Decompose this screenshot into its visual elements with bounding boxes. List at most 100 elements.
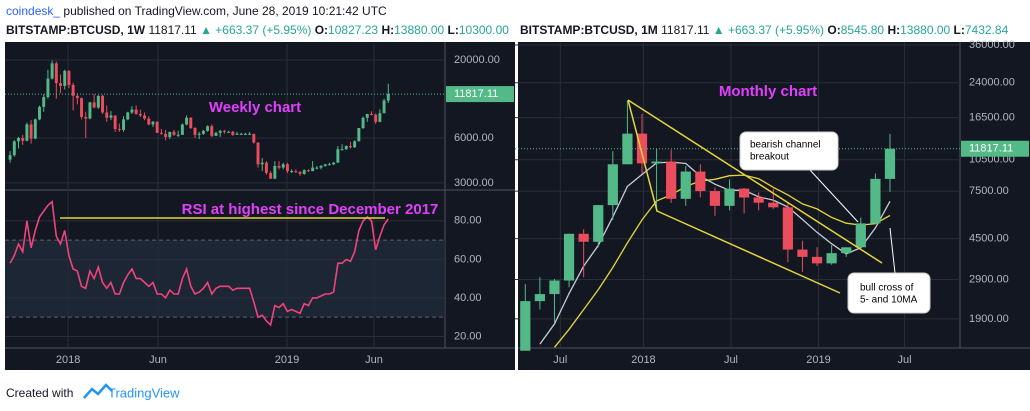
header: coindesk_ published on TradingView.com, … — [6, 4, 387, 18]
candle-body — [277, 165, 281, 168]
candle-body — [134, 109, 138, 114]
candle-body — [109, 115, 113, 118]
candle-body — [281, 164, 285, 168]
candle-body — [21, 138, 25, 141]
annotation: Monthly chart — [719, 83, 817, 100]
logo — [83, 383, 113, 399]
x-tick-label: 2019 — [275, 354, 299, 366]
y-tick-label: 24000.00 — [969, 77, 1015, 89]
symbol: BITSTAMP:BTCUSD, 1W — [6, 23, 146, 37]
candle-body — [365, 113, 369, 118]
candle-body — [578, 233, 589, 242]
change: ▲ +663.37 (+5.95%) — [200, 23, 311, 37]
callout-text: breakout — [750, 152, 789, 163]
x-tick-label: 2018 — [56, 354, 80, 366]
rsi-band — [5, 240, 445, 318]
footer-brand: TradingView — [108, 385, 180, 400]
candle-body — [126, 112, 130, 120]
author: coindesk_ — [6, 4, 60, 18]
high-label: H: — [887, 23, 900, 37]
candle-body — [353, 141, 357, 148]
candle-body — [172, 131, 176, 135]
candle-body — [382, 100, 386, 114]
line — [9, 199, 389, 327]
price: 11817.11 — [661, 23, 710, 37]
candle-body — [797, 249, 808, 257]
candle-body — [243, 133, 247, 135]
low-label: L: — [448, 23, 459, 37]
candle-body — [71, 84, 75, 96]
last-price-label: 11817.11 — [454, 88, 498, 100]
candle-body — [782, 207, 793, 250]
y-tick-label: 80.00 — [454, 215, 482, 227]
candle-body — [294, 171, 298, 173]
candle-body — [231, 131, 235, 135]
y-tick-label: 7500.00 — [969, 185, 1009, 197]
price: 11817.11 — [148, 23, 197, 37]
candle-body — [63, 70, 67, 86]
candle-body — [386, 94, 390, 101]
y-tick-label: 6000.00 — [454, 132, 494, 144]
x-tick-label: Jun — [149, 354, 167, 366]
candle-body — [357, 128, 361, 142]
candle-body — [374, 114, 378, 122]
y-tick-label: 1900.00 — [969, 313, 1009, 325]
candle-body — [323, 164, 327, 166]
candle-body — [12, 141, 16, 156]
candle-body — [826, 253, 837, 264]
candle-body — [197, 133, 201, 135]
y-tick-label: 3000.00 — [454, 177, 494, 189]
last-price-label: 11817.11 — [969, 143, 1013, 155]
candle-body — [80, 98, 84, 117]
candle-body — [214, 132, 218, 136]
candle-body — [709, 191, 721, 206]
candle-body — [768, 202, 779, 208]
candle-body — [54, 63, 58, 84]
candle-body — [17, 138, 20, 142]
candle-body — [302, 170, 306, 174]
candle-body — [563, 233, 575, 281]
candle-body — [235, 133, 239, 135]
legend-right: BITSTAMP:BTCUSD, 1M 11817.11 ▲ +663.37 (… — [520, 23, 1009, 37]
callout — [739, 131, 839, 171]
candle-body — [311, 167, 315, 172]
candle-body — [336, 149, 340, 163]
candle-body — [92, 102, 96, 108]
candle-body — [520, 301, 531, 351]
candle-body — [8, 155, 12, 160]
candle-body — [593, 205, 604, 242]
candle-body — [155, 121, 159, 133]
candle-body — [180, 124, 184, 135]
candle-body — [122, 119, 126, 130]
low: 10300.00 — [459, 23, 509, 37]
candle-body — [185, 117, 189, 125]
high-label: H: — [381, 23, 394, 37]
callout-pointer — [889, 227, 896, 274]
candle-body — [96, 95, 100, 108]
annotation: Weekly chart — [209, 99, 301, 116]
published: published on TradingView.com, June 28, 2… — [63, 4, 387, 18]
plots: 3000.00 6000.00 20000.00 2018 Jun 2019 Jun 1181… — [5, 39, 1029, 366]
x-tick-label: 2019 — [806, 354, 830, 366]
x-tick-label: 2018 — [631, 354, 655, 366]
candle-body — [622, 133, 633, 165]
callout-text: 5- and 10MA — [860, 295, 918, 306]
candle-body — [168, 131, 172, 137]
legend: BITSTAMP:BTCUSD, 1W 11817.11 ▲ +663.37 (… — [6, 23, 509, 37]
candle-body — [607, 164, 618, 206]
candle-body — [549, 280, 560, 295]
y-tick-label: 20000.00 — [454, 54, 500, 66]
candle-body — [290, 171, 294, 173]
legend-left: BITSTAMP:BTCUSD, 1W 11817.11 ▲ +663.37 (… — [6, 23, 509, 37]
candle-body — [222, 130, 226, 132]
footer: Created with — [6, 386, 73, 400]
candle-body — [811, 256, 823, 264]
callout-pointer — [809, 169, 859, 223]
candle-body — [227, 131, 231, 133]
candle-body — [344, 146, 348, 150]
candle-body — [264, 162, 268, 173]
annotation: RSI at highest since December 2017 — [182, 201, 439, 218]
candle-body — [46, 78, 50, 97]
candle-body — [269, 172, 273, 179]
